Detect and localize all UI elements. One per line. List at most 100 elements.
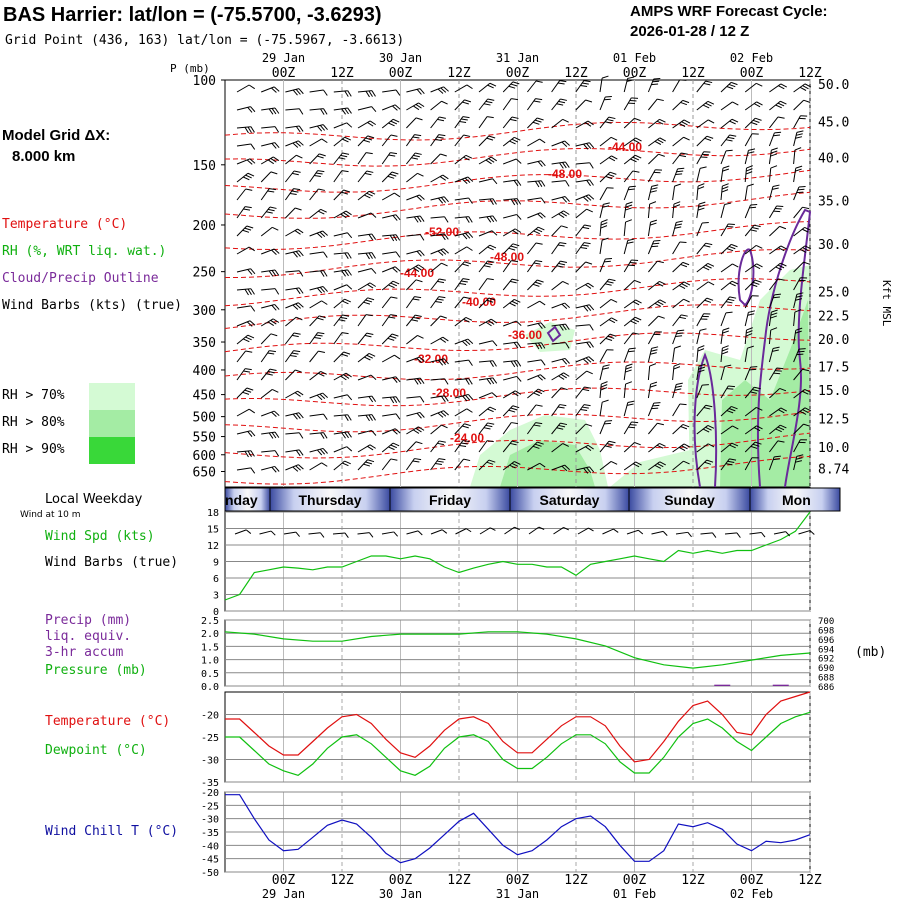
wind-barb-staff xyxy=(575,324,590,327)
surface-wind-barb xyxy=(234,529,252,535)
wind-barb-feather xyxy=(724,364,732,367)
wind-barb xyxy=(503,360,522,368)
wind-barb-feather xyxy=(267,321,274,326)
wind-barb-feather xyxy=(468,378,473,385)
surface-wind-barb xyxy=(455,528,472,535)
wind-barb-feather xyxy=(274,107,280,114)
wind-barb xyxy=(672,403,687,417)
wind-barb-staff xyxy=(720,406,732,417)
wind-barb-feather xyxy=(653,240,661,242)
wind-barb xyxy=(744,204,758,219)
wind-barb xyxy=(527,441,544,453)
wind-barb xyxy=(769,278,785,291)
wind-barb-feather xyxy=(364,356,371,361)
pressure-line xyxy=(224,631,811,669)
temperature-contour-label: -52.00 xyxy=(425,225,459,239)
wind-barb-feather xyxy=(392,267,398,273)
wind-barb-feather xyxy=(435,138,442,142)
wind-barb-staff xyxy=(551,98,561,111)
wind-barb xyxy=(381,333,399,345)
wind-barb-feather xyxy=(653,77,661,80)
surface-wind-barb xyxy=(749,532,766,538)
wind-barb-feather xyxy=(675,223,683,226)
wind-barb-feather xyxy=(342,300,349,305)
pressure-tick-label: 350 xyxy=(193,336,216,351)
wind-barb-staff xyxy=(551,302,565,309)
wind-barb-staff xyxy=(672,330,678,345)
wind-barb-staff xyxy=(236,268,251,273)
wind-barb-staff xyxy=(720,425,733,435)
wind-barb xyxy=(793,348,806,363)
wind-barb xyxy=(478,215,498,223)
wind-barb-feather xyxy=(463,318,470,323)
pressure-right-tick-label: 690 xyxy=(818,664,834,674)
wind-barb-staff xyxy=(793,294,798,309)
height-tick-label: 30.0 xyxy=(818,238,849,253)
wind-barb xyxy=(309,170,325,183)
wind-barb-staff xyxy=(696,384,703,399)
wind-barb xyxy=(575,194,595,202)
wind-barb-feather xyxy=(390,134,398,137)
wind-barb xyxy=(793,327,803,345)
wind-barb-staff xyxy=(357,374,372,381)
wind-barb-staff xyxy=(357,106,372,111)
wind-barb-staff xyxy=(793,186,800,201)
wind-barb xyxy=(478,244,497,255)
wind-barb xyxy=(720,81,738,93)
temperature-contour xyxy=(224,361,811,381)
height-tick-label: 25.0 xyxy=(818,286,849,301)
wind-barb-feather xyxy=(297,228,304,234)
wind-barb-staff xyxy=(333,414,348,417)
wind-barb-staff xyxy=(720,348,723,363)
legend-cloud-outline: Cloud/Precip Outline xyxy=(2,271,159,286)
wind-barb-feather xyxy=(608,319,616,324)
wind-barb-staff xyxy=(382,413,397,417)
wind-barb-staff xyxy=(285,302,299,309)
wind-barb-feather xyxy=(703,151,711,153)
wind-barb-staff xyxy=(478,215,493,219)
wind-barb xyxy=(333,446,353,453)
wind-barb-feather xyxy=(632,463,640,468)
wind-barb-feather xyxy=(344,298,351,303)
wind-barb xyxy=(406,396,425,403)
wind-barb-feather xyxy=(629,424,637,426)
wind-barb-feather xyxy=(246,387,254,391)
wind-barb xyxy=(793,99,811,111)
temperature-contour xyxy=(224,411,811,433)
wind-barb xyxy=(382,413,401,420)
wind-barb xyxy=(478,392,498,399)
wind-barb-staff xyxy=(261,126,276,129)
pressure-right-tick-label: 694 xyxy=(818,645,834,655)
wind-barb xyxy=(260,318,280,327)
wind-barb xyxy=(382,376,401,383)
weekday-label: Friday xyxy=(429,492,471,508)
wind-barb xyxy=(309,153,326,165)
wind-barb-feather xyxy=(247,431,253,437)
wind-barb xyxy=(333,314,350,327)
wind-barb-feather xyxy=(561,358,568,365)
wind-barb xyxy=(647,346,659,363)
wind-barb-feather xyxy=(515,320,522,326)
wind-barb-feather xyxy=(540,160,546,167)
wind-barb xyxy=(357,90,376,98)
wind-barb xyxy=(285,332,301,345)
wind-barb-staff xyxy=(406,250,421,255)
wind-barb-feather xyxy=(415,441,423,445)
wind-barb-feather xyxy=(702,222,709,224)
wind-barb-feather xyxy=(725,301,733,304)
wind-barb-feather xyxy=(750,204,758,206)
wind-barb-staff xyxy=(696,80,706,93)
wind-barb-feather xyxy=(464,177,471,183)
wind-barb-feather xyxy=(293,332,301,335)
wind-barb-feather xyxy=(344,414,349,421)
wind-barb-feather xyxy=(649,384,657,388)
wind-barb-staff xyxy=(793,330,797,345)
wind-barb-feather xyxy=(492,198,497,205)
wind-barb-staff xyxy=(309,462,322,471)
wind-barb-staff xyxy=(696,330,701,345)
wind-barb-staff xyxy=(478,392,493,399)
wind-barb xyxy=(309,138,328,147)
wind-barb-staff xyxy=(454,216,469,219)
wind-barb-staff xyxy=(623,259,632,273)
wind-barb-feather xyxy=(342,152,350,155)
